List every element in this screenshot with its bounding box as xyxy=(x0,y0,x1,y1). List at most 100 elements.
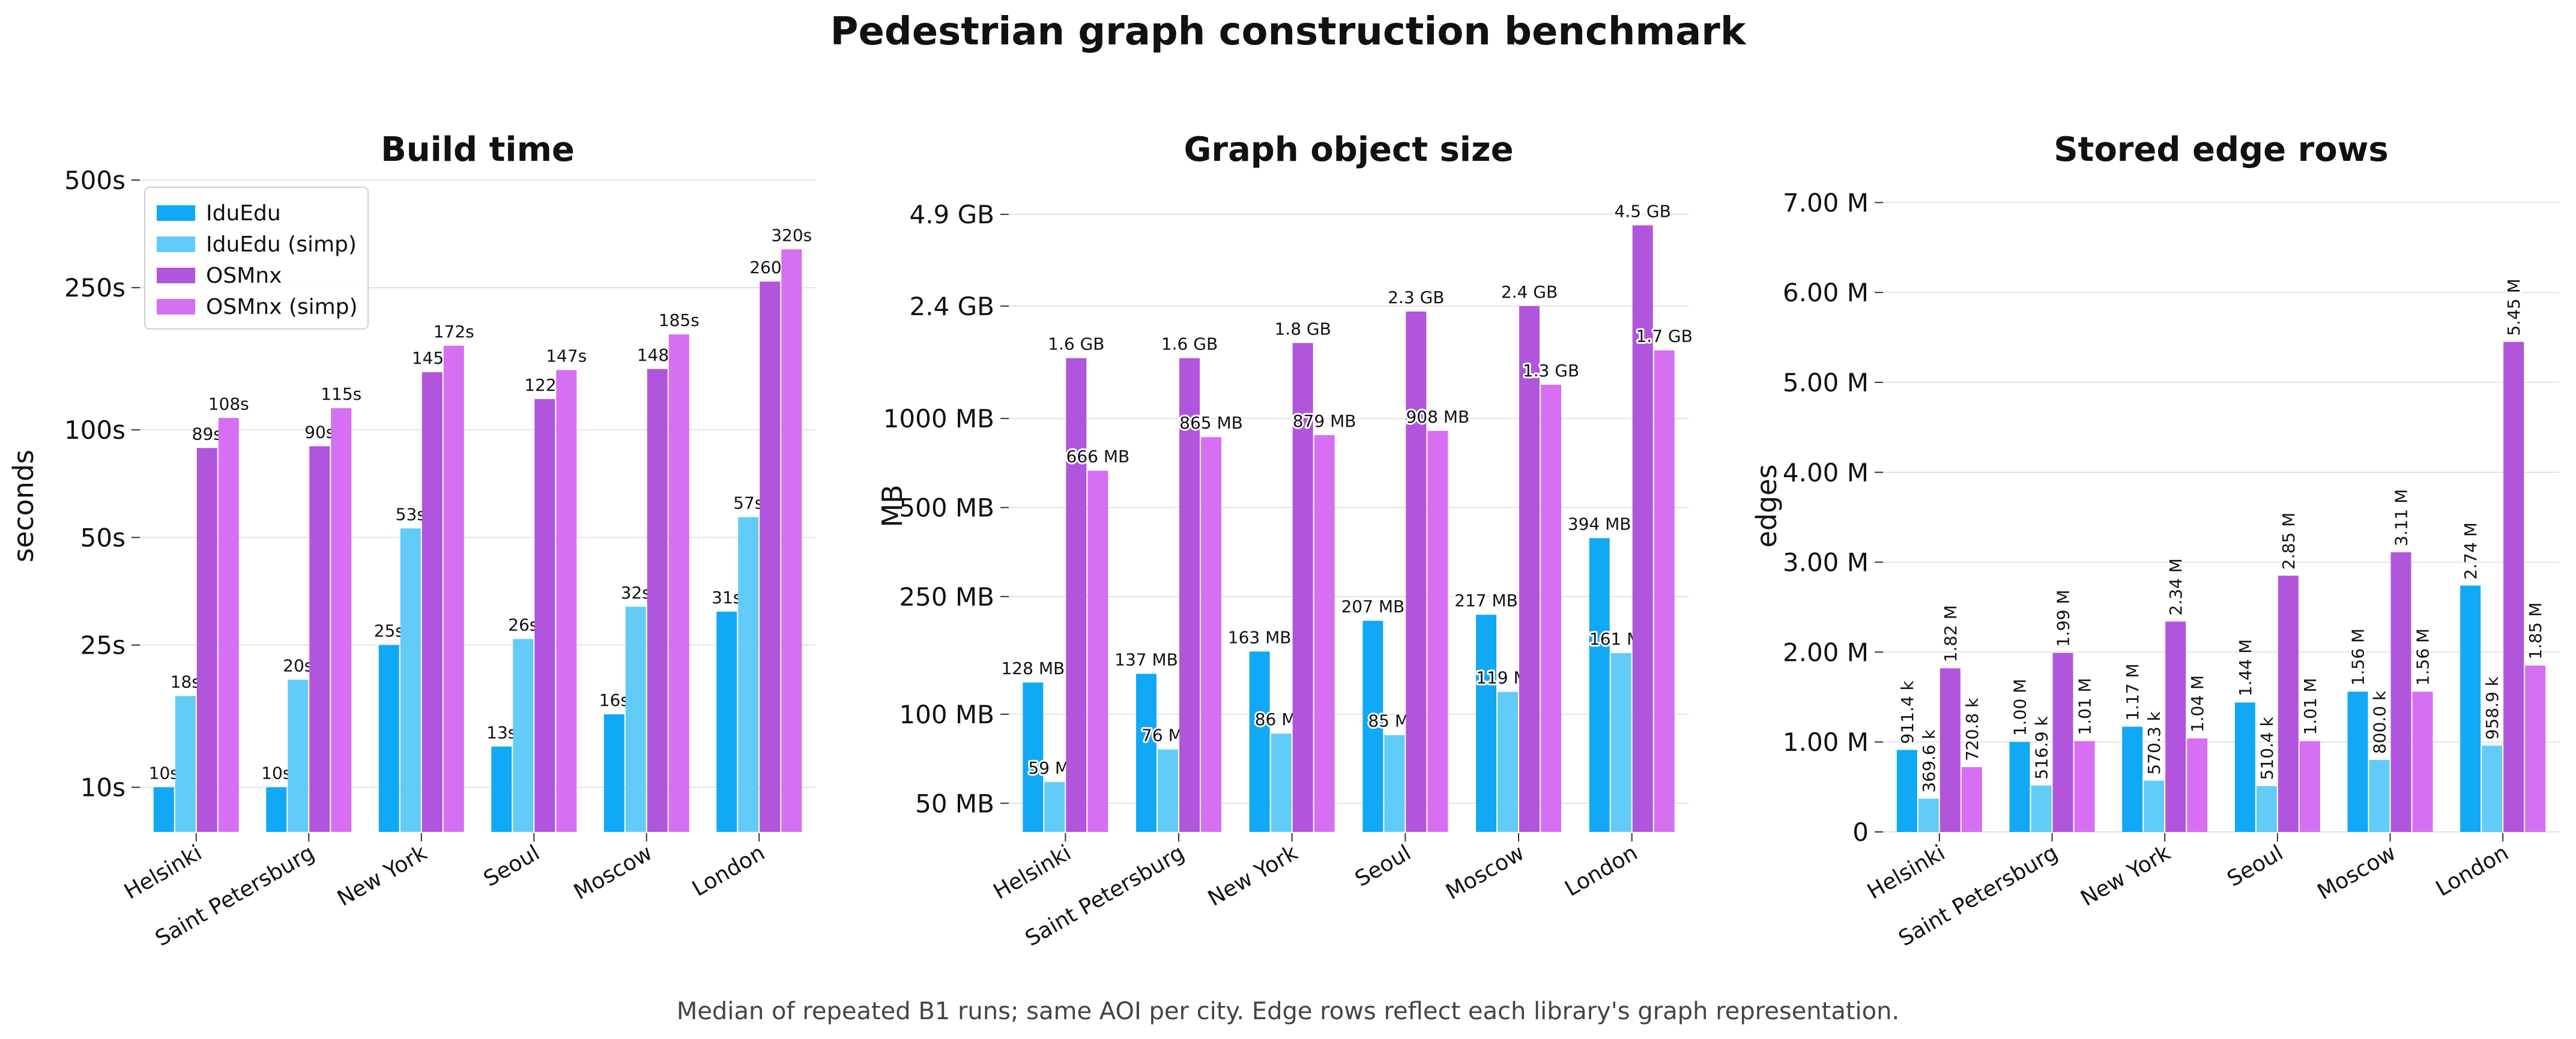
legend-entry-osmnx-simp: OSMnx (simp) xyxy=(206,295,358,319)
y-axis-label: MB xyxy=(876,484,909,527)
bar-label: 18s xyxy=(171,672,201,692)
y-tick-label: 50 MB xyxy=(915,789,994,818)
legend-entry-iduedu-simp: IduEdu (simp) xyxy=(206,232,357,257)
bar-label: 1.6 GB xyxy=(1161,334,1218,354)
bar-osmnx-seoul xyxy=(534,399,555,832)
bar-label: 147s xyxy=(546,346,587,366)
bar-iduedu-helsinki xyxy=(1896,750,1917,832)
bar-osmnx-moscow xyxy=(2390,552,2411,832)
bar-label: 2.4 GB xyxy=(1501,282,1558,302)
bar-label: 163 MB xyxy=(1228,627,1292,647)
bar-label: 5.45 M xyxy=(2504,279,2524,336)
bar-osmnx-helsinki xyxy=(196,448,217,832)
bar-label: 2.34 M xyxy=(2166,558,2186,615)
bar-label: 1.85 M xyxy=(2526,602,2545,659)
bar-label: 1.00 M xyxy=(2010,679,2030,736)
bar-label: 217 MB xyxy=(1454,591,1518,610)
bar-iduedu-simp-new-york xyxy=(2144,780,2165,832)
bar-label: 137 MB xyxy=(1114,650,1178,670)
bar-iduedu-simp-saint-petersburg xyxy=(1158,749,1178,832)
x-tick-label-london: London xyxy=(2432,840,2513,901)
bar-label: 510.4 k xyxy=(2257,716,2277,780)
bar-label: 911.4 k xyxy=(1897,680,1917,744)
bar-iduedu-saint-petersburg xyxy=(2009,742,2030,832)
y-tick-label: 100s xyxy=(64,415,125,445)
y-tick-label: 3.00 M xyxy=(1783,548,1869,577)
bar-label: 13s xyxy=(486,723,516,742)
y-tick-label: 4.00 M xyxy=(1783,458,1869,487)
bar-iduedu-saint-petersburg xyxy=(266,787,287,832)
bar-osmnx-seoul xyxy=(2278,576,2299,832)
bar-iduedu-simp-helsinki xyxy=(175,696,196,832)
y-tick-label: 2.4 GB xyxy=(909,292,994,321)
bar-iduedu-moscow xyxy=(603,714,624,832)
bar-label: 1.01 M xyxy=(2075,678,2095,735)
x-tick-label-new-york: New York xyxy=(1204,840,1302,911)
bar-iduedu-moscow xyxy=(2347,691,2368,832)
bar-label: 10s xyxy=(149,763,179,783)
x-tick-label-moscow: Moscow xyxy=(570,840,656,905)
bar-iduedu-simp-helsinki xyxy=(1044,782,1065,832)
y-tick-label: 500 MB xyxy=(899,493,994,523)
bar-iduedu-new-york xyxy=(378,645,399,832)
bar-osmnx-simp-helsinki xyxy=(218,418,239,832)
bar-osmnx-saint-petersburg xyxy=(1179,358,1200,832)
chart-graph-size: Graph object size MB 50 MB 100 MB 250 MB 500 … xyxy=(876,130,1695,951)
bar-label: 865 MB xyxy=(1179,413,1243,433)
chart-title: Graph object size xyxy=(1184,130,1513,169)
bar-osmnx-simp-saint-petersburg xyxy=(2074,741,2095,832)
bar-iduedu-simp-london xyxy=(2482,745,2503,832)
bar-osmnx-london xyxy=(760,282,781,832)
bar-label: 1.01 M xyxy=(2300,678,2320,735)
bar-label: 1.04 M xyxy=(2187,675,2207,732)
y-tick-label: 1000 MB xyxy=(883,404,994,433)
bar-label: 207 MB xyxy=(1341,597,1404,616)
bar-iduedu-simp-saint-petersburg xyxy=(2031,785,2052,832)
bar-label: 16s xyxy=(599,690,629,710)
bar-label: 25s xyxy=(374,621,404,641)
bar-osmnx-moscow xyxy=(647,369,668,832)
bar-osmnx-simp-helsinki xyxy=(1087,471,1108,832)
bar-label: 115s xyxy=(321,384,361,404)
bar-label: 320s xyxy=(771,225,812,245)
y-tick-label: 2.00 M xyxy=(1783,637,1869,667)
y-tick-label: 4.9 GB xyxy=(909,200,994,229)
bar-osmnx-london xyxy=(2503,342,2524,832)
bar-label: 3.11 M xyxy=(2392,489,2411,546)
bar-iduedu-simp-seoul xyxy=(513,639,534,832)
x-tick-label-new-york: New York xyxy=(333,840,431,911)
bar-osmnx-simp-london xyxy=(781,249,802,832)
bar-label: 185s xyxy=(659,310,700,330)
bar-label: 4.5 GB xyxy=(1614,201,1670,221)
bar-label: 172s xyxy=(434,322,474,342)
bar-label: 89s xyxy=(192,424,222,444)
bar-label: 32s xyxy=(621,583,651,603)
bar-label: 2.74 M xyxy=(2461,522,2481,579)
bar-label: 2.85 M xyxy=(2279,513,2299,570)
bar-label: 394 MB xyxy=(1568,514,1631,534)
y-tick-label: 1.00 M xyxy=(1783,727,1869,757)
bar-iduedu-simp-london xyxy=(1610,653,1631,832)
bar-label: 1.8 GB xyxy=(1274,319,1331,339)
bar-iduedu-simp-moscow xyxy=(2369,760,2390,832)
bar-iduedu-seoul xyxy=(2234,702,2255,832)
chart-edge-rows: Stored edge rows edges 0 1.00 M 2.00 M 3.00 M… xyxy=(1750,130,2559,951)
bar-label: 1.56 M xyxy=(2348,628,2368,685)
bar-iduedu-simp-moscow xyxy=(1498,691,1518,832)
y-axis-label: seconds xyxy=(7,450,40,562)
chart-title: Stored edge rows xyxy=(2054,130,2389,169)
bar-label: 800.0 k xyxy=(2370,690,2390,754)
bar-label: 1.17 M xyxy=(2123,663,2142,720)
legend-swatch-osmnx-simp xyxy=(157,299,195,315)
legend-swatch-iduedu xyxy=(157,205,195,221)
bar-osmnx-london xyxy=(1632,225,1653,832)
bar-iduedu-simp-new-york xyxy=(400,528,421,832)
bar-label: 1.56 M xyxy=(2413,628,2433,685)
bar-iduedu-simp-london xyxy=(738,517,759,832)
bar-label: 90s xyxy=(304,422,334,442)
bar-iduedu-simp-helsinki xyxy=(1918,798,1939,832)
bar-osmnx-helsinki xyxy=(1940,668,1961,832)
y-tick-label: 50s xyxy=(80,523,125,552)
bar-osmnx-simp-seoul xyxy=(2299,741,2320,832)
bar-osmnx-new-york xyxy=(422,372,443,832)
